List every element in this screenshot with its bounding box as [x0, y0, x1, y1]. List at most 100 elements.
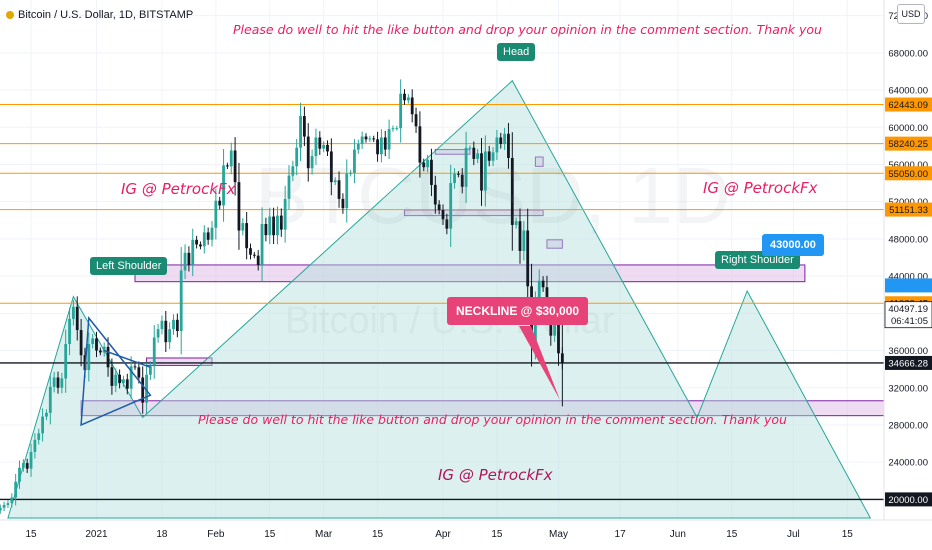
candle-body — [187, 252, 191, 265]
price-tick-label: 64000.00 — [888, 86, 928, 97]
symbol-title: Bitcoin / U.S. Dollar, 1D, BITSTAMP — [6, 9, 193, 21]
status-dot-icon — [6, 11, 14, 19]
candle-body — [472, 147, 476, 159]
candle-body — [29, 451, 33, 469]
level-price-tag — [885, 355, 932, 370]
candle-body — [160, 320, 164, 330]
candle-body — [507, 133, 510, 158]
candle-body — [64, 344, 68, 379]
candle-body — [226, 165, 229, 167]
candle-body — [21, 463, 25, 468]
candle-body — [276, 215, 279, 236]
candle-body — [368, 138, 372, 140]
levels-layer — [0, 104, 884, 501]
level-price-tag — [885, 492, 932, 507]
candle-body — [337, 180, 341, 199]
price-axis-bg — [884, 0, 932, 520]
neckline-callout[interactable]: NECKLINE @ $30,000 — [447, 297, 589, 325]
candle-body — [195, 239, 198, 245]
time-tick-label: 2021 — [85, 529, 108, 540]
time-tick-label: 18 — [156, 529, 168, 540]
candle-body — [360, 136, 364, 144]
candle-body — [256, 255, 260, 265]
candle-body — [426, 159, 429, 168]
candle-body — [48, 386, 52, 413]
candle-body — [318, 137, 322, 149]
candle-body — [37, 433, 41, 440]
left-shoulder-label[interactable]: Left Shoulder — [90, 257, 168, 275]
candle-body — [241, 223, 245, 231]
price-tick-label: 48000.00 — [888, 234, 928, 245]
candle-body — [133, 366, 137, 368]
candle-body — [45, 412, 48, 417]
candle-body — [6, 503, 10, 505]
candle-body — [541, 280, 545, 288]
promo-text-top: Please do well to hit the like button an… — [233, 22, 822, 37]
candle-body — [145, 374, 148, 403]
candle-body — [326, 144, 329, 152]
level-price-text: 55050.00 — [888, 169, 928, 180]
candle-body — [175, 319, 179, 331]
candle-body — [233, 150, 237, 183]
candle-body — [191, 239, 195, 265]
pattern-layer — [7, 79, 872, 519]
candle-body — [487, 151, 491, 161]
candle-body — [156, 329, 160, 338]
ig-label-right: IG @ PetrockFx — [703, 179, 818, 197]
candle-body — [237, 182, 241, 231]
candle-body — [68, 318, 71, 345]
candle-body — [60, 378, 64, 388]
overlay-layer — [80, 316, 560, 427]
target-price-label[interactable]: 43000.00 — [762, 234, 824, 256]
candle-body — [52, 377, 56, 387]
candle-body — [152, 337, 156, 367]
candle-body — [218, 200, 222, 206]
promo-text-bottom: Please do well to hit the like button an… — [198, 412, 787, 427]
candle-body — [98, 350, 102, 353]
candle-body — [137, 367, 141, 378]
candle-body — [129, 366, 133, 389]
level-price-tag — [885, 97, 932, 112]
head-label[interactable]: Head — [497, 43, 536, 61]
candle-body — [445, 219, 449, 229]
price-tick-label: 60000.00 — [888, 123, 928, 134]
candle-body — [437, 204, 441, 211]
level-price-tag — [885, 166, 932, 181]
current-price-tag — [884, 301, 932, 329]
candle-body — [179, 270, 183, 331]
candle-body — [449, 183, 453, 229]
price-tick-label: 24000.00 — [888, 458, 928, 469]
candle-body — [414, 114, 418, 127]
candle-body — [526, 230, 530, 287]
currency-button[interactable]: USD — [897, 4, 925, 24]
time-tick-label: Jun — [670, 529, 686, 540]
candle-body — [18, 467, 21, 482]
candle-body — [553, 324, 557, 336]
candle-body — [10, 497, 14, 504]
candle-body — [272, 216, 275, 236]
candle-body — [353, 149, 356, 173]
level-price-text: 20000.00 — [888, 495, 928, 506]
candle-body — [291, 166, 295, 176]
candle-body — [202, 232, 206, 247]
candle-body — [14, 481, 18, 498]
candle-body — [557, 324, 560, 354]
price-tick-label: 32000.00 — [888, 383, 928, 394]
candle-body — [91, 338, 95, 345]
current-price-text: 40497.19 — [888, 304, 928, 315]
candle-body — [87, 344, 91, 371]
candle-body — [537, 280, 541, 307]
candle-body — [329, 151, 333, 183]
candle-body — [518, 221, 522, 251]
candle-body — [333, 180, 337, 183]
candle-body — [149, 366, 152, 375]
candle-body — [295, 147, 299, 167]
candle-body — [403, 93, 406, 101]
candle-body — [483, 151, 487, 191]
candle-body — [141, 377, 145, 403]
level-price-text: 58240.25 — [888, 139, 928, 150]
candle-body — [245, 223, 249, 249]
candle-body — [383, 137, 387, 150]
candle-body — [287, 175, 291, 199]
